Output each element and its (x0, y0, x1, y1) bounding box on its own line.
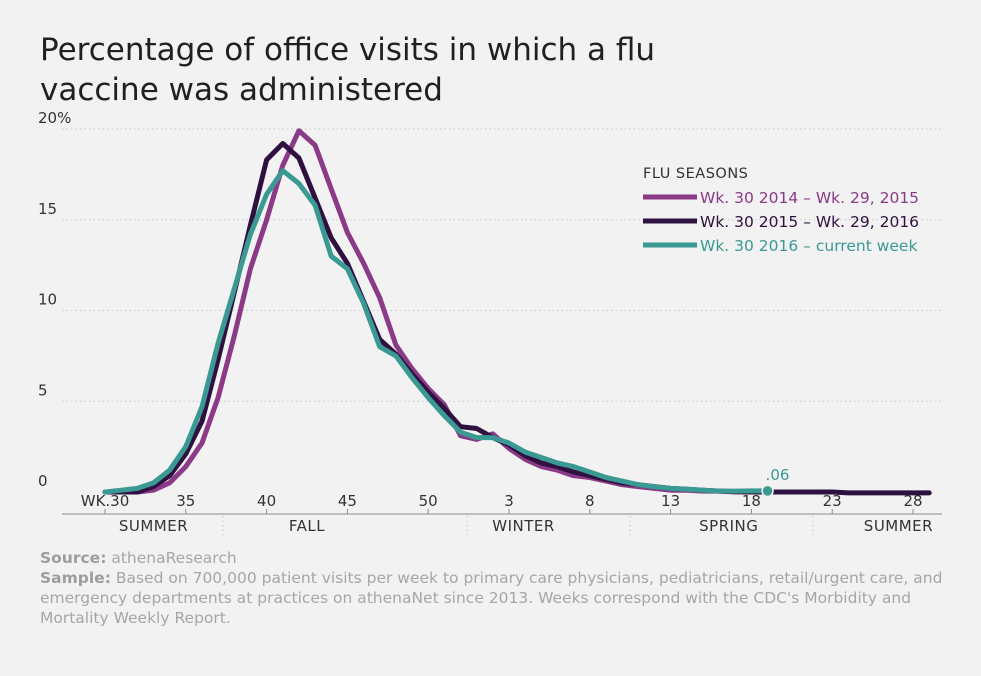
season-label: SUMMER (864, 517, 933, 535)
series-line-1 (102, 128, 754, 495)
legend-title: FLU SEASONS (643, 166, 748, 182)
y-tick-label: 15 (38, 200, 57, 218)
x-tick-label: 18 (742, 492, 761, 510)
y-tick-label: 0 (38, 472, 48, 490)
footnotes: Source: athenaResearch Sample: Based on … (40, 548, 950, 628)
series-line-3 (102, 168, 771, 495)
x-tick-label: 3 (504, 492, 514, 510)
axis-layer: 0 5 10 15 20% WK.30 35 40 45 50 3 8 13 18 23 28 (38, 109, 942, 515)
x-tick-label: 40 (257, 492, 276, 510)
source-note: Source: athenaResearch (40, 548, 950, 568)
chart-title: Percentage of office visits in which a f… (40, 32, 656, 108)
x-tick-label: 50 (419, 492, 438, 510)
season-label: FALL (289, 517, 325, 535)
y-tick-label: 5 (38, 381, 48, 399)
legend-label-1: Wk. 30 2014 – Wk. 29, 2015 (700, 189, 919, 207)
y-tick-label: 20% (38, 109, 71, 127)
season-label: SUMMER (119, 517, 188, 535)
series-layer: .06 (102, 128, 932, 498)
x-tick-label: 13 (661, 492, 680, 510)
current-week-marker (761, 484, 774, 498)
legend-label-3: Wk. 30 2016 – current week (700, 237, 917, 255)
source-text: athenaResearch (111, 549, 237, 567)
sample-note: Sample: Based on 700,000 patient visits … (40, 568, 950, 628)
flu-vaccine-line-chart: SUMMER FALL WINTER SPRING SUMMER 0 5 10 15 20% WK… (38, 109, 942, 536)
x-tick-label: 8 (585, 492, 595, 510)
legend-label-2: Wk. 30 2015 – Wk. 29, 2016 (700, 213, 919, 231)
current-week-label: .06 (766, 466, 790, 484)
x-tick-label: WK.30 (81, 492, 130, 510)
x-tick-label: 35 (176, 492, 195, 510)
y-tick-label: 10 (38, 291, 57, 309)
legend-layer: FLU SEASONS Wk. 30 2014 – Wk. 29, 2015 Wk.… (643, 166, 919, 255)
season-label: SPRING (699, 517, 758, 535)
sample-label: Sample: (40, 569, 111, 587)
x-tick-label: 28 (903, 492, 922, 510)
x-tick-label: 23 (823, 492, 842, 510)
source-label: Source: (40, 549, 107, 567)
x-tick-label: 45 (338, 492, 357, 510)
season-layer: SUMMER FALL WINTER SPRING SUMMER (119, 516, 933, 536)
sample-text: Based on 700,000 patient visits per week… (40, 569, 943, 627)
season-label: WINTER (492, 517, 555, 535)
grid-layer (62, 128, 942, 402)
